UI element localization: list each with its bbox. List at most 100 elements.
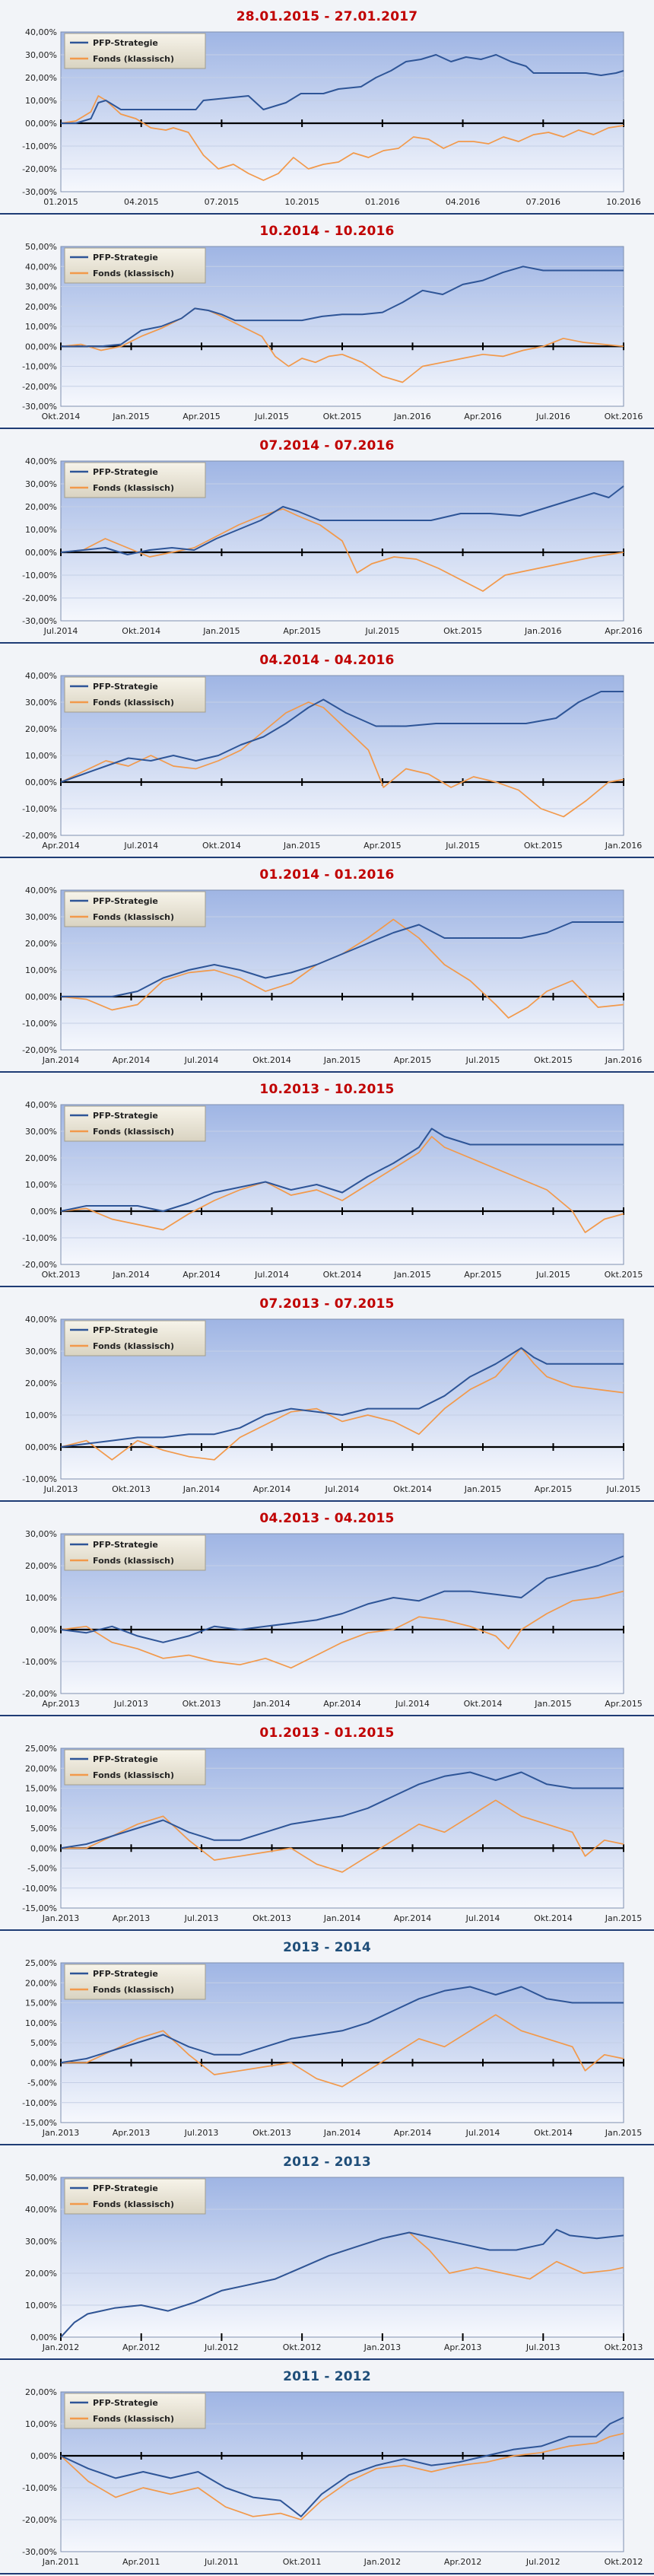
y-tick-label: 40,00% [25,456,57,466]
x-tick-label: Jul.2014 [395,1699,430,1709]
legend-label-strategy: PFP-Strategie [93,1540,158,1550]
legend-box [64,676,206,713]
x-tick-label: Jan.2015 [202,626,240,636]
y-tick-label: 0,00% [30,2451,57,2461]
y-tick-label: 00,00% [25,992,57,1002]
series-line-strategy [60,2228,624,2338]
legend-label-fund: Fonds (klassisch) [93,1341,174,1351]
y-tick-label: -15,00% [22,1903,57,1913]
y-tick-label: 10,00% [25,96,57,106]
x-tick-label: Okt.2013 [112,1484,151,1494]
series-line-fund [60,1347,624,1461]
y-tick-label: 20,00% [25,939,57,949]
y-tick-label: 0,00% [30,1843,57,1853]
x-tick-label: 10.2016 [606,197,641,207]
chart-svg: 40,00% 30,00% 20,00% 10,00% 00,00% -10,00% -20… [22,671,642,851]
y-tick-label: 40,00% [25,1315,57,1325]
x-tick-label: Jul.2012 [525,2557,560,2567]
x-tick-label: Okt.2013 [42,1270,81,1280]
y-tick-label: 10,00% [25,1410,57,1420]
x-tick-label: Jul.2014 [43,626,78,636]
chart-svg: 40,00% 30,00% 20,00% 10,00% 0,00% -10,00% -20,… [22,1100,643,1280]
chart-title: 2011 - 2012 [283,2369,371,2384]
x-tick-label: Apr.2014 [42,841,80,851]
y-tick-label: -15,00% [22,2118,57,2128]
chart-panel: 10.2013 - 10.2015 40,00% 30,00% 20,00% 10,00… [0,1073,654,1287]
y-tick-label: 30,00% [25,2237,57,2247]
legend-label-strategy: PFP-Strategie [93,253,158,262]
y-tick-label: 10,00% [25,2419,57,2429]
y-tick-label: 30,00% [25,1529,57,1539]
chart-panel: 10.2014 - 10.2016 50,00% 40,00% 30,00% 20,00… [0,215,654,429]
x-tick-label: Jan.2016 [524,626,561,636]
y-tick-label: -10,00% [22,1233,57,1243]
series-line-fund [60,508,624,592]
y-tick-label: -10,00% [22,2098,57,2108]
legend-box [64,1964,206,2000]
x-tick-label: Jan.2015 [605,2128,642,2138]
x-tick-label: Jan.2016 [605,841,642,851]
y-tick-label: 15,00% [25,1999,57,2008]
x-tick-label: 07.2015 [205,197,240,207]
chart-svg: 50,00%40,00%30,00%20,00%10,00%0,00%Jan.2… [25,2173,643,2352]
x-tick-label: Apr.2015 [183,412,221,421]
x-tick-label: Okt.2012 [283,2342,322,2352]
x-tick-label: Apr.2016 [605,626,643,636]
legend-label-fund: Fonds (klassisch) [93,483,174,493]
legend-box [64,1749,206,1786]
y-tick-label: 25,00% [25,1958,57,1968]
x-tick-label: Apr.2013 [113,1913,151,1923]
y-tick-label: 00,00% [25,548,57,558]
y-tick-label: 20,00% [25,2387,57,2397]
x-tick-label: Jul.2013 [525,2342,560,2352]
x-tick-label: Jul.2015 [364,626,399,636]
legend-label-fund: Fonds (klassisch) [93,912,174,922]
x-tick-label: Jul.2014 [465,1913,500,1923]
y-tick-label: 40,00% [25,27,57,37]
x-tick-label: Okt.2015 [443,626,482,636]
x-tick-label: Jul.2014 [184,1055,219,1065]
y-tick-label: 20,00% [25,724,57,734]
chart-svg: 25,00% 20,00% 15,00% 10,00% 5,00% 0,00% -5,00%… [22,1958,642,2138]
chart-title: 2013 - 2014 [283,1940,371,1955]
x-tick-label: Jul.2014 [123,841,158,851]
y-tick-label: -10,00% [22,1884,57,1894]
y-tick-label: 5,00% [30,2038,57,2048]
x-tick-label: Jan.2015 [283,841,320,851]
x-tick-label: Apr.2015 [535,1484,573,1494]
series-line-strategy [60,1986,624,2064]
x-tick-label: Jan.2016 [393,412,430,421]
y-tick-label: 10,00% [25,322,57,332]
chart-title: 04.2013 - 04.2015 [259,1511,395,1526]
x-tick-label: Jan.2013 [42,2128,79,2138]
y-tick-label: 25,00% [25,1744,57,1754]
y-tick-label: 10,00% [25,2301,57,2310]
x-tick-label: Apr.2015 [364,841,402,851]
x-tick-label: Apr.2013 [444,2342,482,2352]
chart-panel: 2013 - 2014 25,00% 20,00% 15,00% 10,00% 5,00%… [0,1931,654,2145]
x-tick-label: Apr.2015 [283,626,321,636]
x-tick-label: Jul.2016 [535,412,570,421]
legend-box [64,462,206,498]
x-tick-label: Apr.2015 [605,1699,643,1709]
y-tick-label: 0,00% [30,2333,57,2342]
x-tick-label: Jul.2012 [204,2342,239,2352]
y-tick-label: -5,00% [27,2078,57,2088]
chart-panel: 28.01.2015 - 27.01.2017 40,00% 30,00% 20,00… [0,0,654,215]
chart-svg: 25,00% 20,00% 15,00% 10,00% 5,00% 0,00% -5,00%… [22,1744,642,1923]
y-tick-label: 20,00% [25,73,57,83]
series-line-fund [60,95,624,181]
y-tick-label: -20,00% [22,1689,57,1699]
series-line-fund [60,307,624,383]
chart-svg: 20,00%10,00%0,00%-10,00%-20,00%-30,00%Ja… [22,2387,643,2567]
chart-svg: 50,00% 40,00% 30,00% 20,00% 10,00% 00,00% -10,… [22,242,643,421]
x-tick-label: Apr.2014 [253,1484,291,1494]
y-tick-label: 5,00% [30,1824,57,1833]
y-tick-label: -10,00% [22,804,57,814]
y-tick-label: -10,00% [22,1657,57,1667]
chart-title: 2012 - 2013 [283,2155,371,2170]
x-tick-label: Jan.2012 [364,2557,401,2567]
x-tick-label: 04.2016 [446,197,481,207]
x-tick-label: Apr.2012 [122,2342,160,2352]
x-tick-label: Okt.2015 [323,412,362,421]
